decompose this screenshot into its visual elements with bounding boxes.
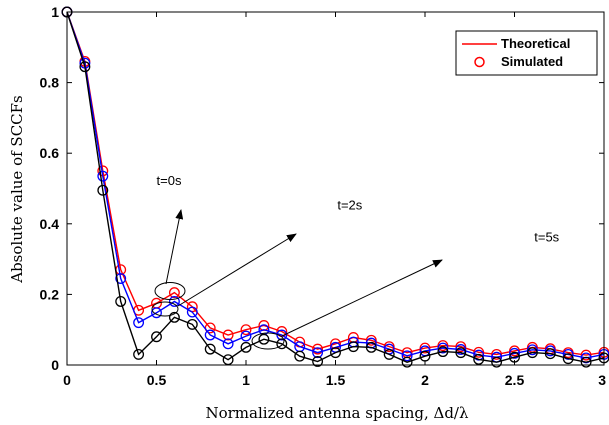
series-0-point: [222, 329, 234, 341]
series-1-point: [222, 338, 234, 350]
legend-box: [455, 30, 598, 76]
x-tick-label: 2.5: [505, 372, 525, 388]
legend-label-simulated: Simulated: [501, 54, 563, 69]
series-0-point: [419, 342, 431, 354]
series-0-point: [473, 346, 485, 358]
series-1-point: [240, 330, 252, 342]
series-2-point: [544, 348, 556, 360]
series-1-point: [276, 329, 288, 341]
x-tick-label: 0.5: [147, 372, 167, 388]
series-1-point: [455, 344, 467, 355]
legend-label-theoretical: Theoretical: [501, 36, 570, 51]
x-tick-label: 3: [598, 372, 606, 388]
y-tick-label: 0.8: [40, 75, 60, 91]
series-0-point: [330, 338, 341, 350]
series-0-point: [168, 287, 180, 299]
series-1-point: [186, 306, 198, 318]
axes-layer: 0 0.5 1 1.5 2 2.5 3 0 0.2 0.4 0.6 0.8 1: [40, 4, 607, 388]
series-2-point: [276, 338, 288, 350]
series-1-point: [437, 342, 449, 354]
y-tick-label: 0.6: [40, 145, 60, 161]
arrow-t5: [281, 259, 443, 337]
annotation-layer: t=0s t=2s t=5s: [151, 173, 560, 350]
peak-ellipse-t2: [151, 301, 179, 317]
peak-ellipse-t0: [154, 282, 186, 300]
series-2-point: [79, 61, 91, 73]
series-2-point: [204, 343, 216, 355]
series-2-point: [365, 341, 377, 353]
series-1-point: [312, 347, 324, 359]
series-1-point: [151, 307, 162, 319]
series-2-point: [473, 353, 485, 365]
series-2-point: [133, 348, 145, 360]
series-2-point: [151, 331, 162, 343]
arrow-t0: [165, 209, 184, 285]
series-1-point: [509, 347, 520, 359]
annotation-label: t=0s: [157, 173, 182, 188]
x-tick-label: 0: [63, 372, 71, 388]
x-tick-label: 1: [242, 372, 250, 388]
series-0-point: [580, 349, 592, 361]
series-0-point: [312, 343, 324, 355]
series-0-point: [365, 334, 377, 346]
series-2-point: [437, 346, 449, 358]
series-2-point: [383, 348, 395, 360]
series-2-point: [168, 311, 180, 323]
series-2-point: [401, 356, 413, 368]
x-tick-label: 1.5: [326, 372, 346, 388]
series-0-point: [276, 326, 288, 337]
y-tick-label: 0: [51, 357, 59, 373]
x-axis-label: Normalized antenna spacing, Δd/λ: [205, 404, 469, 422]
series-1-point: [204, 329, 216, 341]
legend: Theoretical Simulated: [455, 30, 598, 76]
series-2-point: [186, 318, 198, 330]
series-1-point: [526, 344, 538, 356]
series-0-point: [491, 348, 503, 360]
annotation-label: t=2s: [337, 198, 362, 213]
y-axis-label: Absolute value of SCCFs: [8, 95, 26, 284]
legend-marker-simulated: [474, 56, 485, 68]
series-2-point: [562, 353, 574, 365]
series-1-point: [133, 317, 145, 329]
series-2-point: [330, 347, 341, 359]
series-1-point: [544, 345, 556, 357]
series-line-2: [66, 11, 605, 363]
y-tick-label: 0.4: [40, 216, 60, 232]
series-1-point: [115, 273, 127, 284]
x-tick-label: 2: [421, 372, 429, 388]
y-tick-label: 0.2: [40, 286, 60, 302]
series-2-point: [491, 356, 503, 368]
series-1-point: [168, 296, 180, 307]
peak-ellipse-t5: [251, 332, 285, 350]
series-2-point: [97, 184, 109, 196]
annotation-label: t=5s: [534, 229, 559, 244]
series-2-point: [294, 350, 306, 362]
series-2-point: [115, 296, 127, 307]
series-2-point: [312, 356, 324, 367]
series-2-point: [455, 347, 467, 359]
series-2-point: [526, 347, 538, 359]
series-2-point: [258, 333, 270, 345]
series-2-point: [240, 341, 252, 353]
series-1-point: [401, 350, 413, 362]
series-0-point: [240, 324, 252, 336]
series-2-point: [580, 356, 592, 368]
y-tick-label: 1: [51, 4, 59, 20]
series-0-point: [455, 341, 467, 353]
series-1-point: [97, 170, 109, 182]
series-layer: [61, 6, 609, 368]
series-2-point: [347, 341, 359, 353]
arrow-t2: [177, 233, 297, 307]
